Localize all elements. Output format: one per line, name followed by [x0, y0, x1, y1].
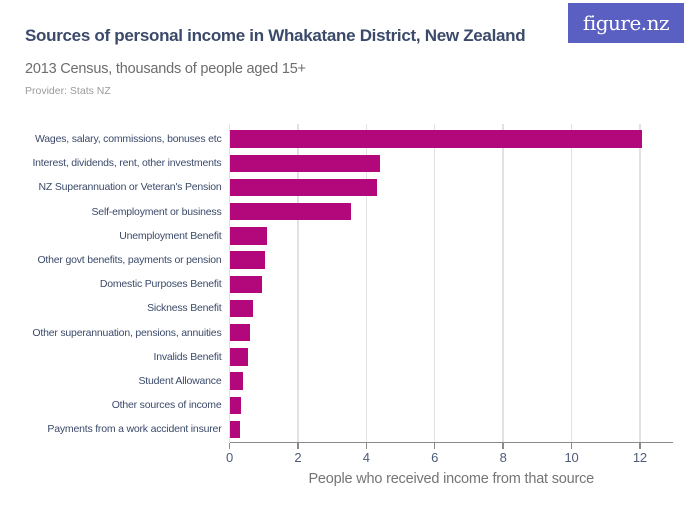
x-tick-label: 2: [294, 449, 302, 465]
bar: [229, 275, 262, 294]
bar: [229, 251, 266, 269]
category-label: Payments from a work accident insurer: [47, 423, 222, 436]
category-label: Unemployment Benefit: [119, 229, 222, 242]
gridline-x-6: [434, 124, 436, 442]
category-label: Interest, dividends, rent, other investm…: [32, 157, 222, 170]
gridline-x-8: [502, 124, 504, 442]
bar: [229, 396, 242, 415]
figurenz-logo-text: figure.nz: [582, 11, 670, 35]
x-axis-tick: [297, 442, 299, 449]
bar: [229, 130, 642, 148]
figurenz-logo[interactable]: figure.nz: [568, 3, 684, 43]
gridline-x-10: [570, 124, 573, 442]
category-label: Invalids Benefit: [153, 350, 222, 363]
bar: [229, 372, 244, 390]
gridline-x-4: [365, 124, 367, 442]
bar: [229, 178, 377, 197]
x-tick-label: 8: [499, 449, 507, 465]
category-label: Other govt benefits, payments or pension: [37, 254, 222, 267]
category-label: NZ Superannuation or Veteran's Pension: [38, 181, 222, 194]
x-axis-tick: [502, 442, 504, 449]
x-axis-line: [229, 441, 673, 443]
category-label: Domestic Purposes Benefit: [99, 278, 222, 291]
x-tick-label: 6: [431, 449, 439, 465]
gridline-x-0: [228, 124, 231, 442]
category-label: Self-employment or business: [91, 205, 222, 218]
data-provider: Provider: Stats NZ: [25, 85, 111, 97]
x-axis-tick: [570, 442, 573, 449]
gridline-x-12: [639, 124, 641, 442]
x-axis-tick: [228, 442, 231, 449]
x-axis-tick: [365, 442, 367, 449]
x-tick-label: 4: [362, 449, 370, 465]
bar: [229, 323, 251, 342]
bar: [229, 420, 240, 439]
x-axis-tick: [434, 442, 436, 449]
category-label: Other superannuation, pensions, annuitie…: [32, 326, 222, 339]
category-label: Student Allowance: [138, 375, 222, 388]
x-tick-label: 0: [225, 449, 234, 465]
category-label: Sickness Benefit: [147, 302, 222, 315]
bar: [229, 202, 351, 221]
gridline-x-2: [297, 124, 299, 442]
page-title: Sources of personal income in Whakatane …: [25, 26, 526, 45]
chart-subtitle: 2013 Census, thousands of people aged 15…: [25, 61, 306, 77]
bar: [229, 348, 249, 366]
category-label: Wages, salary, commissions, bonuses etc: [34, 133, 222, 146]
x-axis-tick: [639, 442, 641, 449]
x-tick-label: 10: [564, 449, 579, 465]
bar: [229, 299, 254, 318]
x-axis-title: People who received income from that sou…: [308, 471, 595, 487]
bar: [229, 227, 268, 245]
x-tick-label: 12: [632, 449, 647, 465]
bar: [229, 154, 380, 173]
category-label: Other sources of income: [111, 399, 222, 412]
